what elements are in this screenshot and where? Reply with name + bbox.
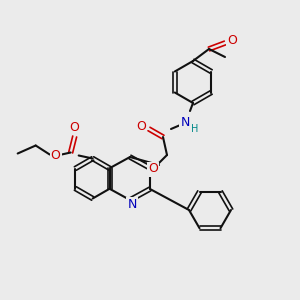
Text: N: N [180, 116, 190, 130]
Text: O: O [51, 149, 61, 162]
Text: N: N [127, 197, 137, 211]
Text: O: O [227, 34, 237, 47]
Text: O: O [148, 163, 158, 176]
Text: H: H [191, 124, 199, 134]
Text: O: O [70, 121, 80, 134]
Text: O: O [136, 121, 146, 134]
